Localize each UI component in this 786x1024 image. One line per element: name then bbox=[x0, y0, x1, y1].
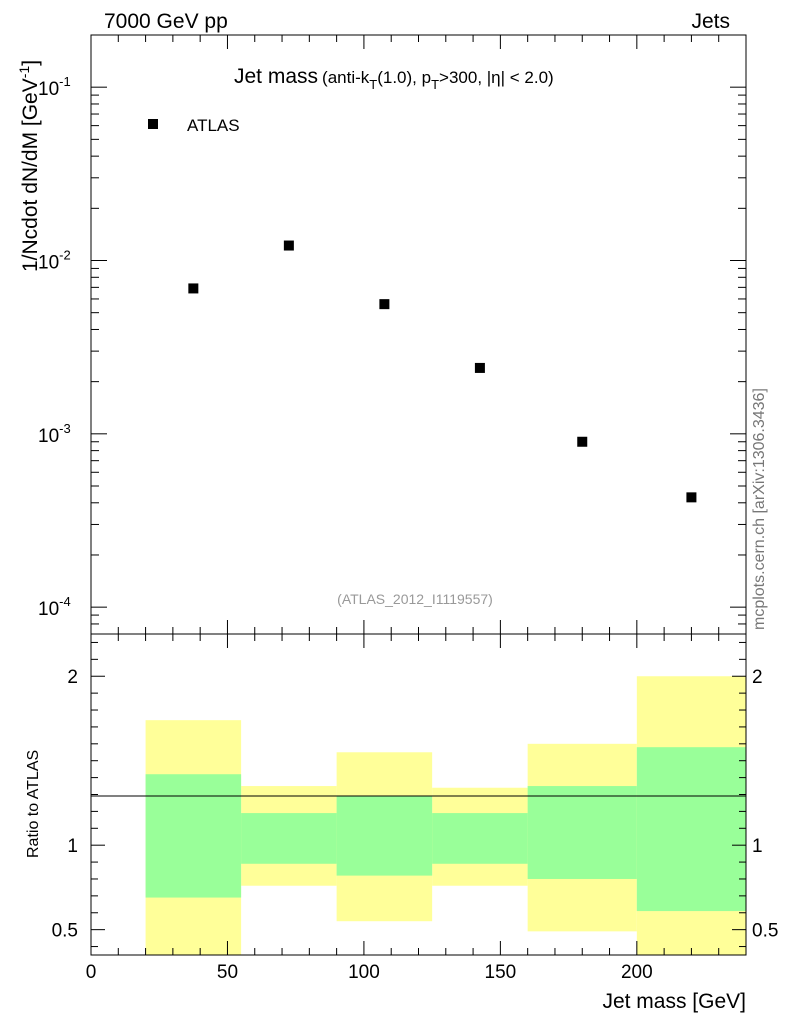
ratio-band-stat-bin-2 bbox=[241, 813, 337, 864]
ratio-bands bbox=[145, 676, 746, 955]
x-tick-label: 0 bbox=[86, 962, 97, 983]
legend-marker bbox=[148, 119, 158, 129]
y-tick-label-ratio-left: 0.5 bbox=[52, 921, 78, 942]
y-tick-label-ratio-right: 0.5 bbox=[752, 921, 778, 942]
y-tick-label-ratio-left: 2 bbox=[67, 667, 78, 688]
tick-labels: 10-4 10-3 10-2 10-1 0.5 0.5 1 1 2 2 0 50 100 150 200 bbox=[38, 74, 778, 983]
atlas-point-2 bbox=[283, 240, 294, 251]
y-axis-label-text: 1/Ncdot dN/dM [GeV bbox=[19, 78, 42, 272]
header-right: Jets bbox=[691, 10, 730, 33]
x-tick-label: 200 bbox=[621, 962, 653, 983]
title-part1: (anti-k bbox=[322, 68, 370, 87]
y-tick-label-main: 10-2 bbox=[38, 248, 71, 274]
ratio-band-stat-bin-6 bbox=[636, 747, 746, 912]
title-part2: (1.0), p bbox=[377, 68, 431, 87]
watermark: mcplots.cern.ch [arXiv:1306.3436] bbox=[751, 388, 768, 630]
axis-ticks bbox=[90, 34, 747, 955]
x-tick-label: 150 bbox=[485, 962, 517, 983]
y-axis-label-sup: -1 bbox=[16, 66, 32, 79]
y-tick-label-ratio-left: 1 bbox=[67, 836, 78, 857]
title-part3: >300, |η| < 2.0) bbox=[439, 68, 554, 87]
ratio-band-stat-bin-4 bbox=[432, 813, 528, 864]
x-tick-label: 50 bbox=[217, 962, 238, 983]
atlas-point-4 bbox=[474, 362, 485, 373]
header-left: 7000 GeV pp bbox=[104, 10, 228, 33]
x-axis-label: Jet mass [GeV] bbox=[602, 990, 746, 1013]
y-tick-label-ratio-right: 1 bbox=[752, 836, 763, 857]
atlas-point-6 bbox=[686, 492, 697, 503]
title-main: Jet mass bbox=[234, 65, 318, 88]
ratio-band-stat-bin-3 bbox=[336, 796, 433, 876]
y-axis-label-main: 1/Ncdot dN/dM [GeV-1] bbox=[16, 60, 42, 272]
ratio-band-stat-bin-5 bbox=[527, 786, 637, 879]
atlas-point-1 bbox=[188, 283, 199, 294]
title-sub1: T bbox=[369, 77, 377, 92]
ratio-band-stat-bin-1 bbox=[145, 774, 242, 898]
plot-title: Jet mass (anti-kT(1.0), pT>300, |η| < 2.0… bbox=[234, 65, 554, 92]
title-sub2: T bbox=[431, 77, 439, 92]
y-tick-label-ratio-right: 2 bbox=[752, 667, 763, 688]
atlas-point-5 bbox=[577, 436, 588, 447]
y-tick-label-main: 10-1 bbox=[38, 74, 71, 100]
y-axis-label-close: ] bbox=[19, 60, 42, 66]
analysis-reference: (ATLAS_2012_I1119557) bbox=[337, 591, 493, 607]
x-tick-label: 100 bbox=[348, 962, 380, 983]
data-points bbox=[188, 240, 697, 503]
y-tick-label-main: 10-4 bbox=[38, 594, 71, 620]
y-tick-label-main: 10-3 bbox=[38, 421, 71, 447]
y-axis-label-ratio: Ratio to ATLAS bbox=[25, 750, 42, 858]
legend-label: ATLAS bbox=[187, 116, 240, 135]
atlas-point-3 bbox=[379, 299, 390, 310]
